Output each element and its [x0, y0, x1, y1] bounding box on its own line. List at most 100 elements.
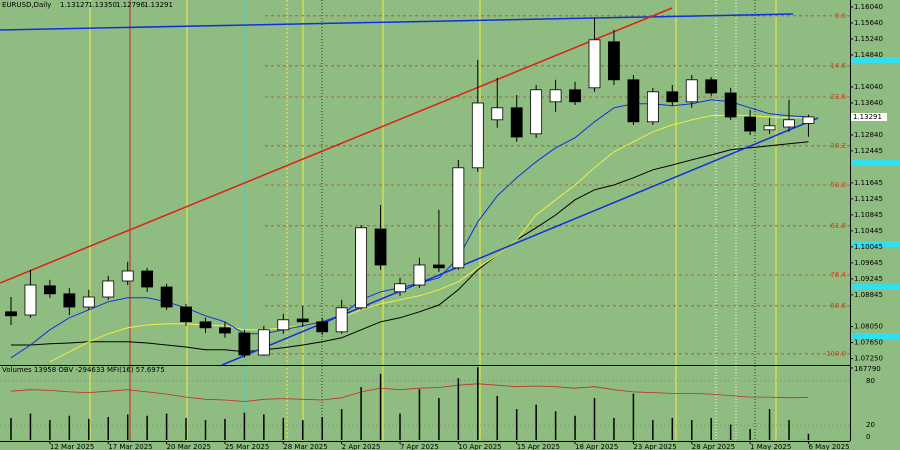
- candle-body: [802, 116, 815, 124]
- candle-body: [705, 79, 718, 94]
- high-value: 1.13350: [88, 1, 117, 9]
- x-tick-label: 7 Apr 2025: [400, 443, 439, 450]
- fib-label: 14.6: [830, 62, 846, 70]
- x-tick-label: 28 Apr 2025: [692, 443, 735, 450]
- fib-label: 61.8: [830, 222, 846, 230]
- overlay-line: [11, 141, 809, 353]
- candle-body: [685, 79, 698, 103]
- candle-body: [432, 264, 445, 269]
- x-tick-label: 25 Mar 2025: [225, 443, 269, 450]
- indicator-title: Volumes 13958 OBV -294633 MFI(16) 57.697…: [2, 366, 165, 374]
- mfi-tick-label: 0: [866, 433, 870, 441]
- x-tick-label: 2 Apr 2025: [342, 443, 381, 450]
- trend-line: [0, 13, 794, 31]
- candle-body: [724, 92, 737, 118]
- candle-body: [24, 284, 37, 316]
- x-tick-label: 20 Mar 2025: [167, 443, 211, 450]
- candle-body: [355, 227, 368, 309]
- candle-body: [316, 321, 329, 333]
- candle-body: [744, 116, 756, 132]
- candle-body: [141, 270, 154, 288]
- candle-body: [277, 319, 290, 331]
- candle-body: [63, 293, 76, 308]
- candle-body: [160, 286, 173, 308]
- candle-body: [394, 283, 406, 293]
- candle-body: [627, 79, 640, 123]
- y-tick-label: 1.07650: [854, 339, 883, 347]
- candle-body: [180, 306, 192, 323]
- label-layer: 1.16040 1.15640 1.15240 1.14840 1.14040 1.136…: [49, 3, 887, 450]
- candle-body: [219, 327, 231, 334]
- candle-body: [608, 41, 620, 81]
- candle-body: [510, 107, 523, 138]
- mfi-line: [10, 383, 809, 402]
- x-tick-label: 12 Mar 2025: [50, 443, 94, 450]
- candle-body: [549, 89, 562, 103]
- candle-body: [44, 285, 56, 295]
- candle-body: [588, 39, 601, 89]
- volume-tick-label: 167790: [854, 365, 881, 373]
- alert-marker: [851, 284, 900, 290]
- y-tick-label: 1.10445: [854, 227, 883, 235]
- mfi-tick-label: 80: [866, 377, 875, 385]
- x-tick-label: 1 May 2025: [750, 443, 791, 450]
- fib-label: 38.2: [830, 142, 846, 150]
- candle-body: [374, 228, 387, 266]
- fib-label: 88.6: [830, 302, 846, 310]
- x-tick-label: 18 Apr 2025: [575, 443, 618, 450]
- candle-body: [102, 280, 115, 298]
- y-tick-label: 1.14840: [854, 51, 883, 59]
- overlay-line: [10, 99, 809, 359]
- front-layer: [5, 17, 815, 440]
- current-price-box: [851, 112, 887, 121]
- candle-body: [666, 91, 679, 103]
- alert-marker: [851, 57, 900, 63]
- y-tick-label: 1.10845: [854, 211, 883, 219]
- x-tick-label: 15 Apr 2025: [517, 443, 560, 450]
- candle-body: [452, 167, 465, 269]
- low-value: 1.12796: [116, 1, 145, 9]
- candle-body: [121, 270, 134, 282]
- candle-body: [783, 119, 795, 128]
- candle-body: [413, 264, 426, 286]
- candle-body: [335, 307, 348, 333]
- fib-label: 76.4: [830, 271, 846, 279]
- fib-label: 23.6: [830, 93, 846, 101]
- x-tick-label: 17 Mar 2025: [108, 443, 152, 450]
- mfi-tick-label: 20: [866, 421, 875, 429]
- y-tick-label: 1.08050: [854, 323, 883, 331]
- open-value: 1.13127: [60, 1, 89, 9]
- x-tick-label: 23 Apr 2025: [633, 443, 676, 450]
- candle-body: [491, 107, 504, 121]
- close-value: 1.13291: [144, 1, 173, 9]
- candle-body: [5, 311, 17, 317]
- candle-body: [763, 125, 776, 131]
- y-tick-label: 1.11245: [854, 195, 883, 203]
- candle-body: [646, 91, 659, 123]
- fib-label: 100.0: [826, 350, 846, 358]
- x-tick-label: 10 Apr 2025: [458, 443, 501, 450]
- candle-body: [569, 89, 581, 103]
- y-tick-label: 1.12840: [854, 131, 883, 139]
- x-tick-label: 6 May 2025: [808, 443, 849, 450]
- candle-body: [530, 89, 543, 135]
- y-tick-label: 1.12445: [854, 147, 883, 155]
- overlay-line: [49, 114, 809, 363]
- candle-body: [199, 321, 212, 329]
- candle-body: [296, 318, 309, 323]
- y-tick-label: 1.14040: [854, 83, 883, 91]
- y-tick-label: 1.13640: [854, 99, 883, 107]
- candle-body: [82, 296, 95, 308]
- y-tick-label: 1.08845: [854, 291, 883, 299]
- alert-marker: [851, 241, 900, 247]
- vertical-lines: [89, 0, 777, 441]
- candle-body: [238, 332, 251, 356]
- y-tick-label: 1.11645: [854, 179, 883, 187]
- fib-label: 50.0: [830, 181, 846, 189]
- x-tick-label: 28 Mar 2025: [283, 443, 327, 450]
- alert-marker: [851, 160, 900, 166]
- current-price: 1.13291: [853, 113, 882, 121]
